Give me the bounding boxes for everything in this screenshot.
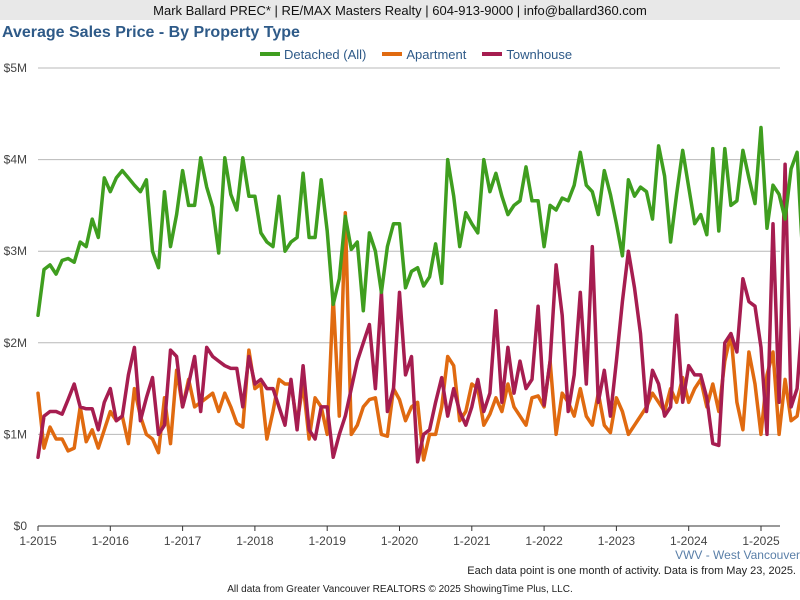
data-note: Each data point is one month of activity… xyxy=(467,565,796,577)
y-tick-label: $3M xyxy=(4,244,27,258)
x-tick-label: 1-2016 xyxy=(92,534,130,548)
x-tick-label: 1-2019 xyxy=(309,534,347,548)
x-tick-label: 1-2023 xyxy=(598,534,636,548)
legend-item-townhouse[interactable]: Townhouse xyxy=(482,47,572,62)
y-tick-label: $5M xyxy=(4,61,27,75)
y-tick-label: $0 xyxy=(14,519,28,533)
legend-swatch-detached xyxy=(260,52,280,56)
legend-item-apartment[interactable]: Apartment xyxy=(382,47,466,62)
header-banner: Mark Ballard PREC* | RE/MAX Masters Real… xyxy=(0,0,800,20)
series-line-townhouse xyxy=(36,162,800,464)
x-tick-label: 1-2021 xyxy=(453,534,491,548)
x-tick-label: 1-2018 xyxy=(236,534,274,548)
y-tick-label: $1M xyxy=(4,427,27,441)
legend-label-detached: Detached (All) xyxy=(284,46,367,62)
chart-title: Average Sales Price - By Property Type xyxy=(2,24,300,41)
series-line-detached-all xyxy=(36,125,800,318)
legend-label-apartment: Apartment xyxy=(406,46,467,62)
x-tick-label: 1-2015 xyxy=(19,534,57,548)
footer-credit: All data from Greater Vancouver REALTORS… xyxy=(227,584,573,595)
x-tick-label: 1-2020 xyxy=(381,534,419,548)
x-tick-label: 1-2025 xyxy=(742,534,780,548)
legend-swatch-apartment xyxy=(382,52,403,56)
legend: Detached (All) Apartment Townhouse xyxy=(260,46,588,62)
x-tick-label: 1-2024 xyxy=(670,534,708,548)
legend-item-detached[interactable]: Detached (All) xyxy=(260,47,366,62)
y-tick-label: $2M xyxy=(4,336,27,350)
y-tick-label: $4M xyxy=(4,153,27,167)
region-label: VWV - West Vancouver xyxy=(675,548,800,562)
x-tick-label: 1-2017 xyxy=(164,534,202,548)
legend-label-townhouse: Townhouse xyxy=(506,46,573,62)
legend-swatch-townhouse xyxy=(482,52,503,56)
x-tick-label: 1-2022 xyxy=(525,534,563,548)
